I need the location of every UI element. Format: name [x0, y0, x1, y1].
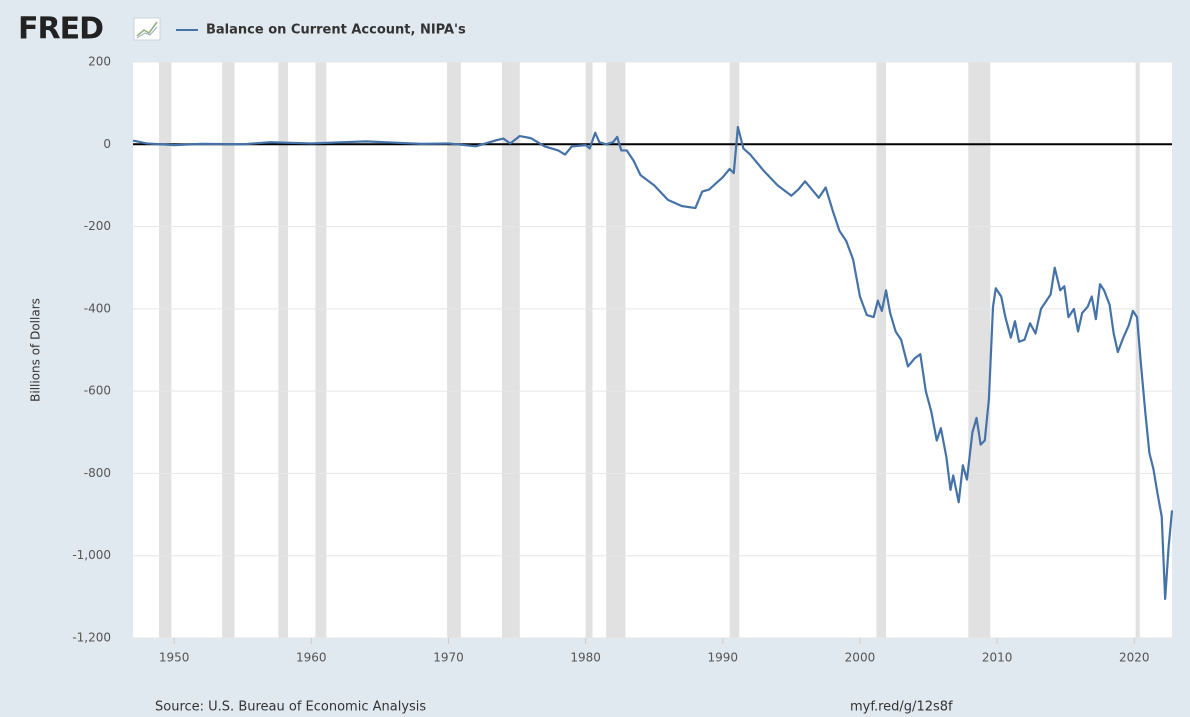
recession-band: [278, 62, 288, 638]
recession-band: [1135, 62, 1140, 638]
y-tick-label: -1,200: [72, 631, 111, 645]
x-tick-label: 1990: [708, 651, 739, 665]
logo-icon: [133, 17, 161, 41]
y-tick-label: -800: [84, 466, 111, 480]
y-tick-label: 200: [88, 55, 111, 69]
logo: FRED: [18, 12, 103, 47]
legend-label: Balance on Current Account, NIPA's: [206, 23, 466, 38]
x-tick-label: 1960: [296, 651, 327, 665]
y-tick-label: 0: [103, 137, 111, 151]
x-tick-label: 1980: [570, 651, 601, 665]
y-tick-label: -400: [84, 301, 111, 315]
plot-area: [133, 62, 1172, 638]
x-tick-label: 1950: [159, 651, 190, 665]
x-tick-label: 1970: [433, 651, 464, 665]
data-line: [132, 125, 1174, 601]
x-tick-label: 2010: [982, 651, 1013, 665]
y-tick-label: -600: [84, 384, 111, 398]
recession-band: [447, 62, 461, 638]
recession-band: [729, 62, 740, 638]
recession-band: [159, 62, 172, 638]
recession-band: [585, 62, 593, 638]
source: Source: U.S. Bureau of Economic Analysis: [155, 700, 426, 715]
recession-band: [222, 62, 235, 638]
link: myf.red/g/12s8f: [850, 700, 953, 715]
x-tick-label: 2020: [1119, 651, 1150, 665]
recession-band: [876, 62, 887, 638]
recession-band: [968, 62, 991, 638]
recession-band: [501, 62, 520, 638]
y-tick-label: -1,000: [72, 548, 111, 562]
y-axis-label: Billions of Dollars: [29, 298, 43, 402]
y-tick-label: -200: [84, 219, 111, 233]
recession-band: [315, 62, 327, 638]
x-tick-label: 2000: [845, 651, 876, 665]
recession-band: [606, 62, 626, 638]
